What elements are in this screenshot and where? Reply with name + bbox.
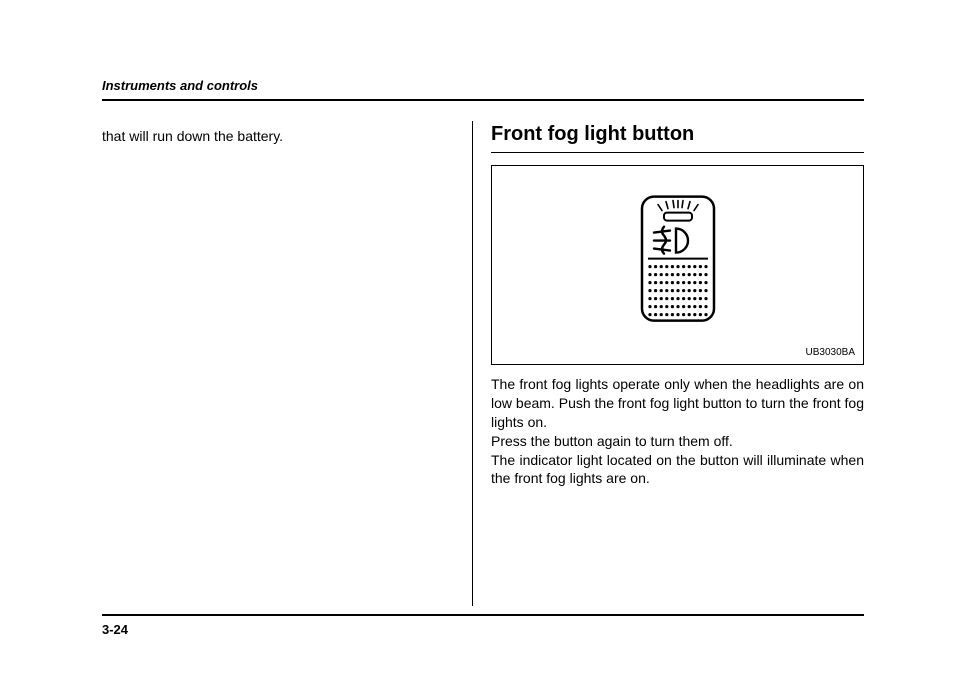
header-rule [102, 99, 864, 101]
body-text: The front fog lights operate only when t… [491, 375, 864, 488]
paragraph: The indicator light located on the butto… [491, 451, 864, 489]
fog-light-button-illustration [640, 195, 716, 323]
left-column: that will run down the battery. [102, 121, 472, 606]
paragraph: The front fog lights operate only when t… [491, 375, 864, 432]
left-continuation-text: that will run down the battery. [102, 127, 452, 145]
figure-box: UB3030BA [491, 165, 864, 365]
columns: that will run down the battery. Front fo… [102, 121, 864, 606]
section-header-label: Instruments and controls [102, 78, 864, 93]
footer-rule [102, 614, 864, 616]
title-rule [491, 152, 864, 153]
paragraph: Press the button again to turn them off. [491, 432, 864, 451]
page-number: 3-24 [102, 622, 864, 637]
figure-code: UB3030BA [806, 347, 855, 358]
section-title: Front fog light button [491, 123, 864, 146]
right-column: Front fog light button [473, 121, 864, 606]
manual-page: Instruments and controls that will run d… [0, 0, 954, 674]
